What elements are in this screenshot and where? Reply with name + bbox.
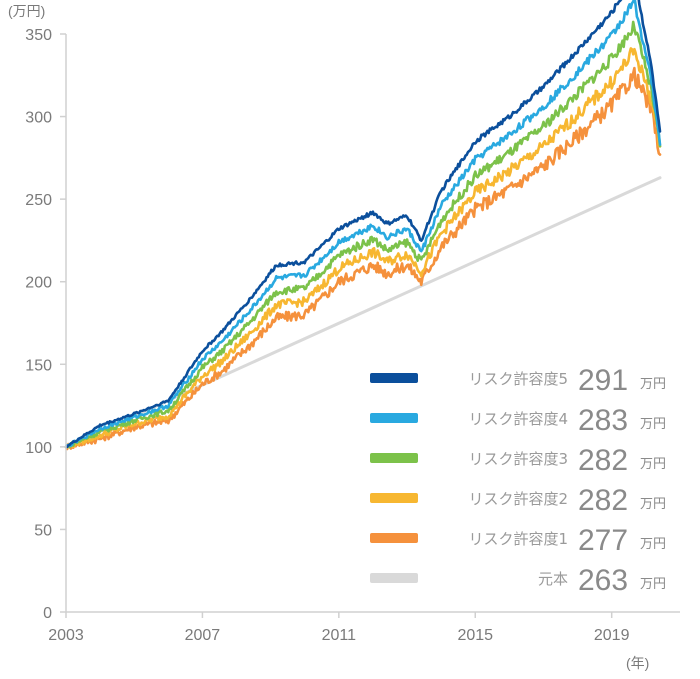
legend-series-name: リスク許容度4 — [468, 410, 568, 428]
legend-value-unit: 万円 — [640, 377, 666, 392]
x-tick-label: 2011 — [322, 627, 357, 644]
series-line — [64, 0, 662, 449]
y-tick-label: 200 — [25, 275, 52, 292]
legend-value-unit: 万円 — [640, 417, 666, 432]
y-axis-unit: (万円) — [8, 3, 45, 19]
x-tick-label: 2019 — [594, 627, 630, 644]
x-tick-label: 2003 — [48, 627, 84, 644]
legend-swatch — [370, 493, 418, 503]
y-tick-label: 50 — [34, 522, 52, 539]
legend-value-unit: 万円 — [640, 537, 666, 552]
plot-lines — [64, 0, 662, 451]
x-tick-label: 2007 — [185, 627, 221, 644]
legend-swatch — [370, 373, 418, 383]
legend-swatch — [370, 573, 418, 583]
legend-final-value: 291 — [578, 364, 628, 397]
legend-series-name: リスク許容度5 — [468, 370, 568, 388]
y-tick-label: 150 — [25, 357, 52, 374]
series-line — [64, 20, 662, 449]
x-tick-label: 2015 — [457, 627, 493, 644]
series-line — [64, 0, 662, 449]
legend-series-name: リスク許容度1 — [468, 530, 568, 548]
y-tick-label: 0 — [43, 605, 52, 622]
legend-swatch — [370, 533, 418, 543]
legend-final-value: 277 — [578, 524, 628, 557]
y-tick-label: 350 — [25, 27, 52, 44]
legend-final-value: 282 — [578, 484, 628, 517]
legend-swatch — [370, 413, 418, 423]
legend-final-value: 263 — [578, 564, 628, 597]
x-ticks: 2003 2007 2011 2015 2019 — [48, 612, 630, 644]
y-tick-label: 250 — [25, 192, 52, 209]
legend-series-name: 元本 — [538, 570, 568, 588]
x-axis-unit: (年) — [626, 655, 649, 671]
legend-value-unit: 万円 — [640, 577, 666, 592]
legend-series-name: リスク許容度2 — [468, 490, 568, 508]
legend-value-unit: 万円 — [640, 457, 666, 472]
legend-series-name: リスク許容度3 — [468, 450, 568, 468]
y-tick-label: 100 — [25, 440, 52, 457]
legend-final-value: 283 — [578, 404, 628, 437]
legend-swatch — [370, 453, 418, 463]
y-tick-label: 300 — [25, 110, 52, 127]
series-line — [64, 47, 662, 449]
y-ticks: 0 50 100 150 200 250 300 350 — [25, 27, 66, 622]
legend-value-unit: 万円 — [640, 497, 666, 512]
axes: (万円) (年) — [8, 3, 680, 671]
legend-final-value: 282 — [578, 444, 628, 477]
